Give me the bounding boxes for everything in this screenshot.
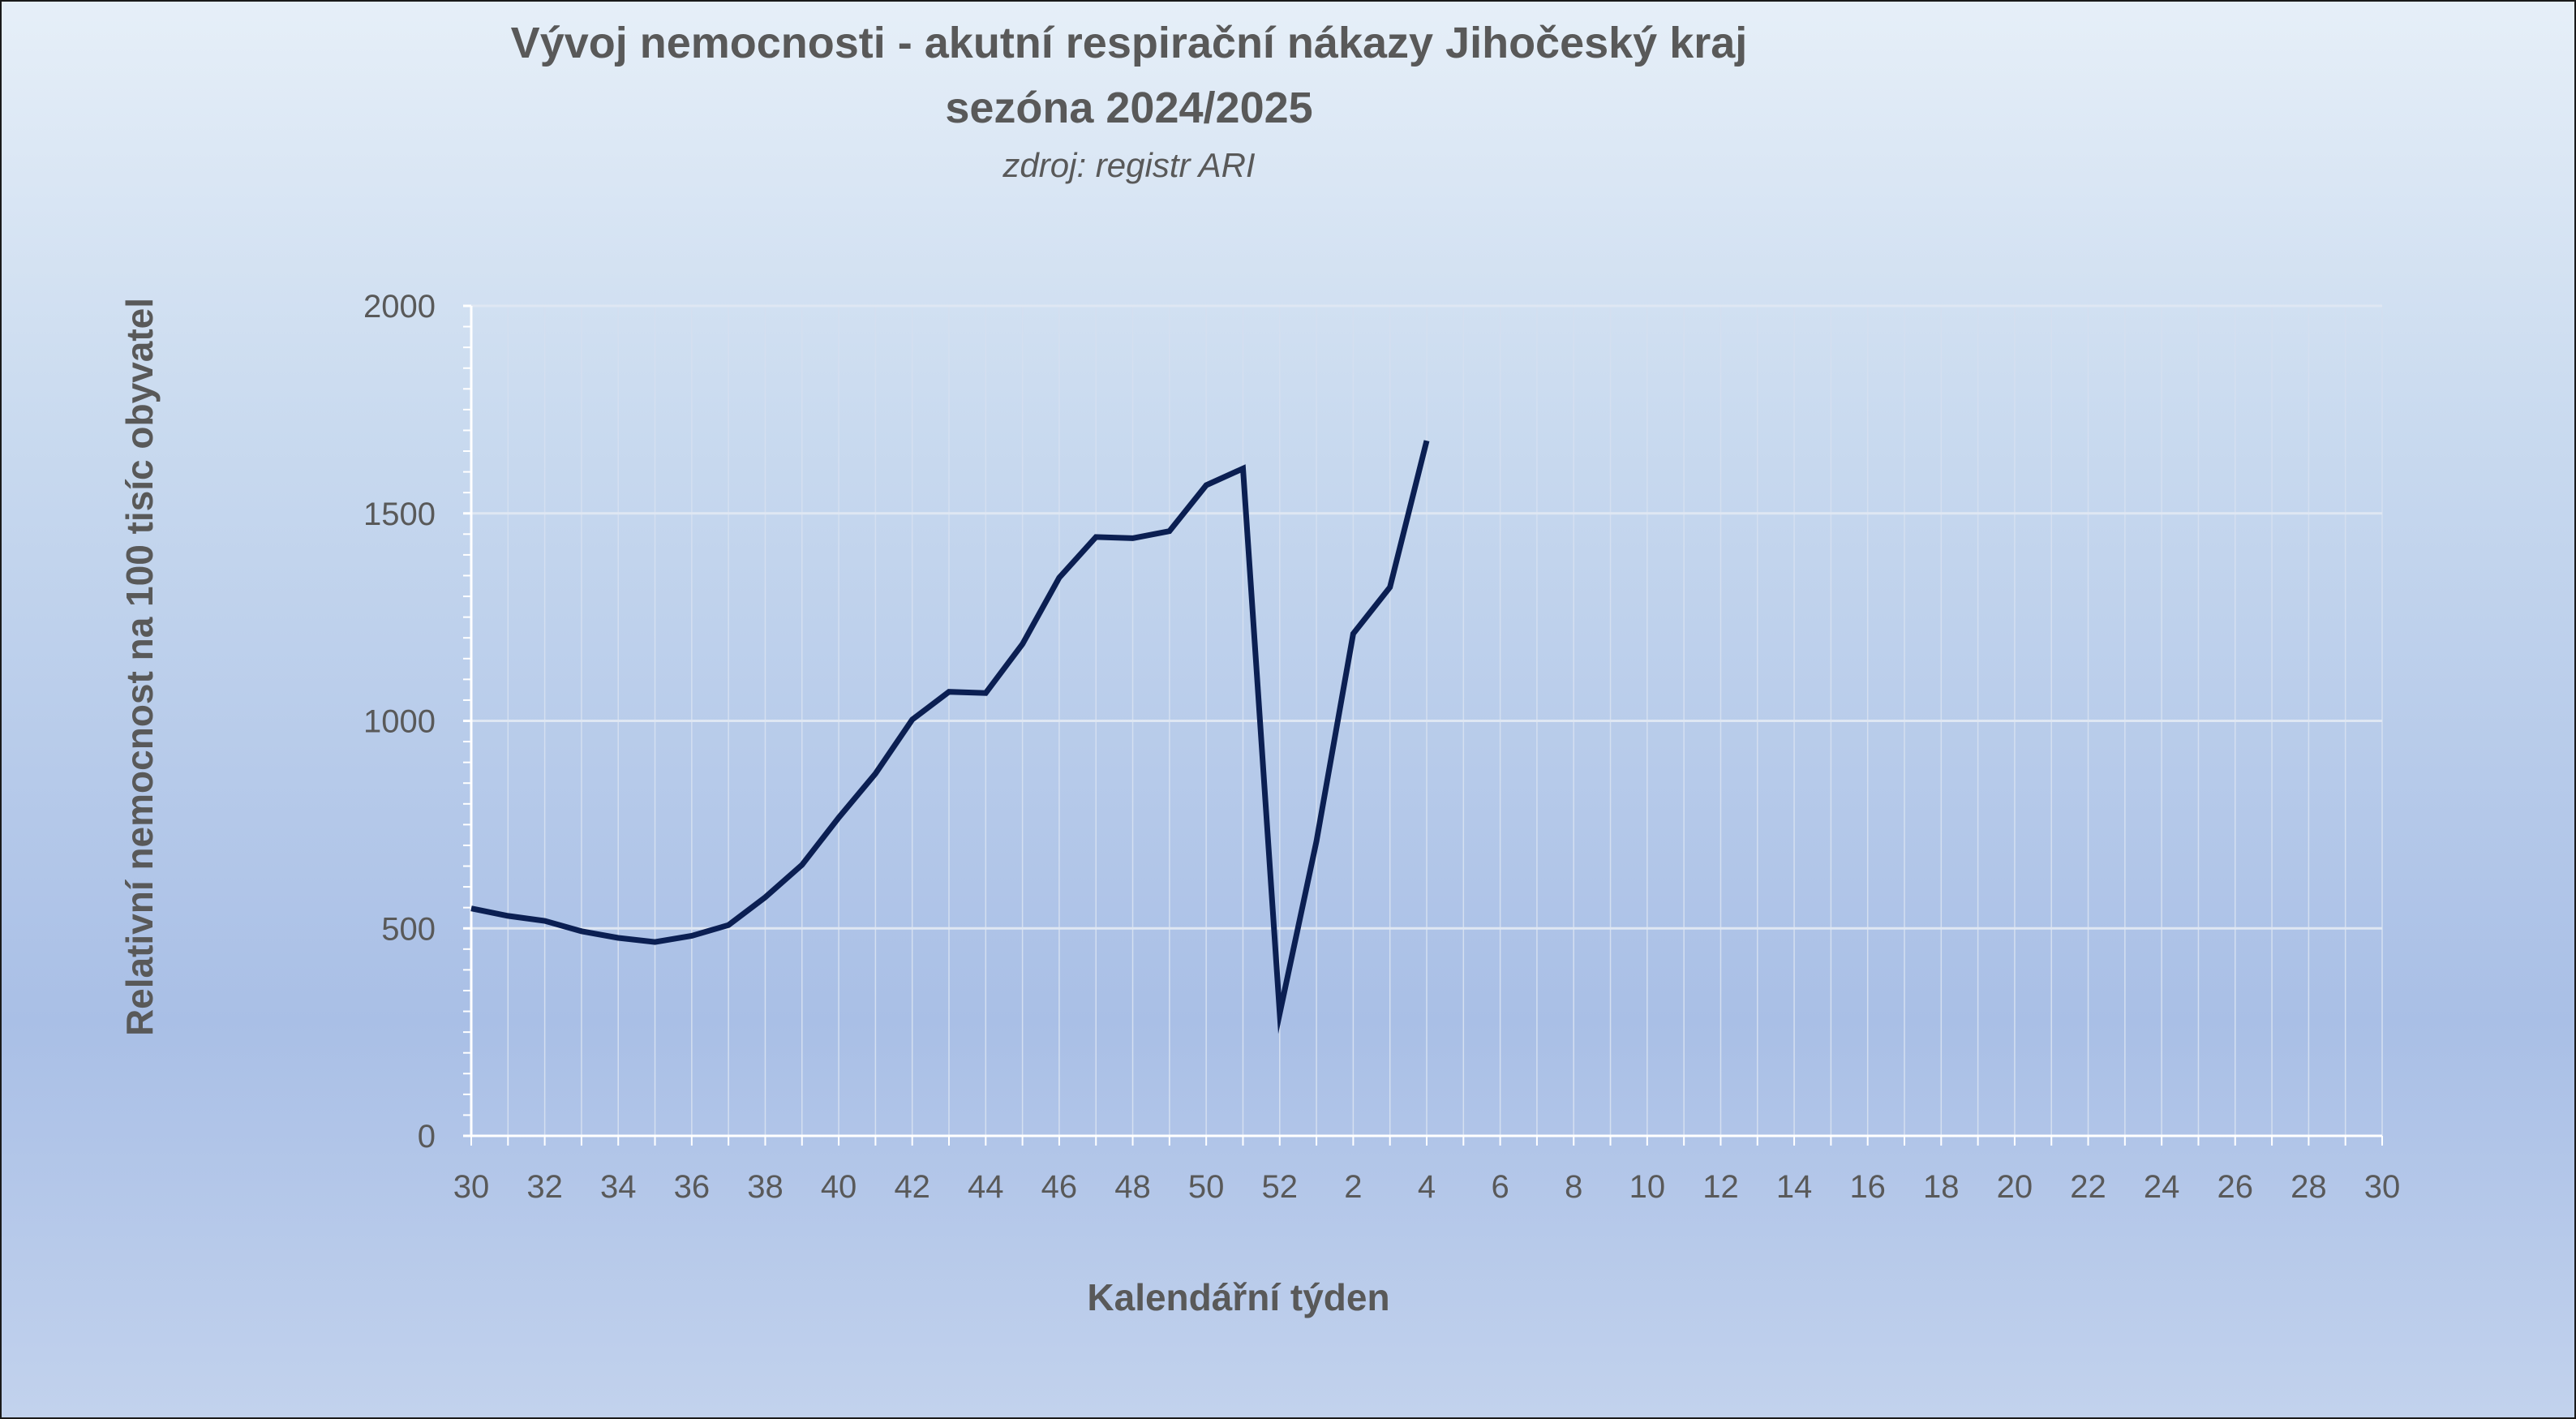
x-tick-label: 26 xyxy=(2218,1169,2254,1205)
chart-subtitle: sezóna 2024/2025 xyxy=(945,84,1313,132)
x-tick-label: 16 xyxy=(1849,1169,1886,1205)
x-tick-label: 8 xyxy=(1565,1169,1582,1205)
x-tick-label: 40 xyxy=(821,1169,857,1205)
x-axis-label: Kalendářní týden xyxy=(1087,1276,1390,1318)
x-tick-label: 52 xyxy=(1262,1169,1299,1205)
x-tick-label: 34 xyxy=(600,1169,637,1205)
x-tick-label: 38 xyxy=(747,1169,784,1205)
x-tick-label: 46 xyxy=(1041,1169,1078,1205)
series-line xyxy=(470,440,1430,1034)
y-tick-label: 1000 xyxy=(363,704,436,740)
x-tick-label: 18 xyxy=(1923,1169,1960,1205)
x-tick-label: 2 xyxy=(1344,1169,1362,1205)
x-tick-label: 32 xyxy=(526,1169,563,1205)
x-tick-label: 44 xyxy=(968,1169,1004,1205)
x-tick-label: 30 xyxy=(453,1169,490,1205)
y-tick-label: 2000 xyxy=(363,289,436,325)
x-tick-label: 22 xyxy=(2070,1169,2106,1205)
chart-source-note: zdroj: registr ARI xyxy=(1002,146,1256,184)
x-tick-label: 24 xyxy=(2144,1169,2180,1205)
y-tick-label: 500 xyxy=(381,911,436,947)
x-tick-label: 48 xyxy=(1114,1169,1151,1205)
y-tick-label: 1500 xyxy=(363,497,436,532)
x-tick-label: 14 xyxy=(1776,1169,1813,1205)
x-tick-label: 36 xyxy=(674,1169,711,1205)
x-tick-label: 4 xyxy=(1418,1169,1436,1205)
x-tick-label: 30 xyxy=(2364,1169,2401,1205)
x-tick-label: 20 xyxy=(1997,1169,2033,1205)
x-tick-label: 28 xyxy=(2290,1169,2327,1205)
x-tick-label: 12 xyxy=(1702,1169,1739,1205)
x-tick-label: 6 xyxy=(1491,1169,1509,1205)
x-tick-label: 50 xyxy=(1188,1169,1225,1205)
y-tick-label: 0 xyxy=(418,1119,436,1155)
x-tick-label: 10 xyxy=(1629,1169,1666,1205)
chart-title: Vývoj nemocnosti - akutní respirační nák… xyxy=(510,19,1748,67)
x-tick-label: 42 xyxy=(894,1169,930,1205)
